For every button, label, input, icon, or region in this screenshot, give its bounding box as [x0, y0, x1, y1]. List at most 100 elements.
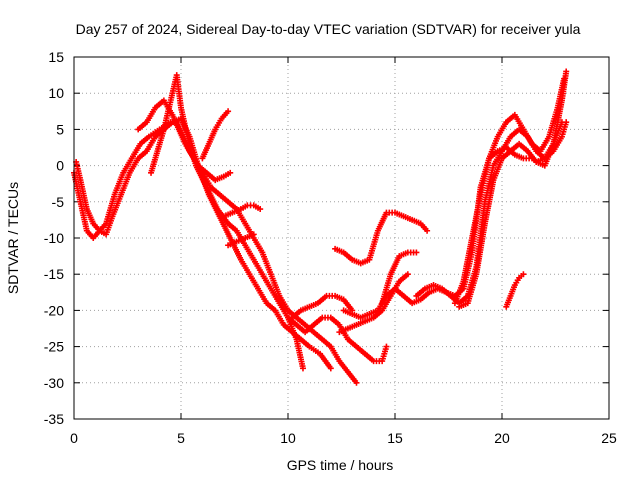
point-marker	[98, 228, 107, 237]
point-marker	[252, 203, 262, 211]
data-point	[563, 68, 570, 75]
point-marker	[386, 209, 396, 216]
series-track-6	[220, 202, 264, 220]
point-marker	[523, 155, 533, 162]
x-tick-label: 15	[387, 430, 403, 446]
series-track-17	[503, 271, 527, 310]
point-marker	[509, 142, 521, 153]
plot-frame	[73, 56, 610, 420]
point-marker	[148, 127, 161, 139]
point-marker	[312, 316, 324, 327]
point-marker	[491, 157, 505, 181]
point-marker	[256, 287, 269, 305]
point-marker	[347, 322, 358, 331]
point-marker	[286, 316, 298, 327]
point-marker	[77, 179, 90, 210]
point-marker	[334, 246, 345, 255]
y-tick-label: 0	[56, 158, 64, 174]
y-tick-labels: 15 10 5 0 -5 -10 -15 -20 -25 -30 -35	[44, 49, 64, 427]
point-marker	[521, 128, 534, 145]
point-marker	[346, 337, 358, 349]
point-marker	[334, 293, 345, 302]
point-marker	[84, 208, 96, 225]
point-marker	[379, 273, 394, 304]
y-tick-label: 15	[48, 49, 64, 65]
point-marker	[428, 286, 439, 295]
point-marker	[359, 311, 371, 320]
point-marker	[139, 135, 151, 146]
series-track-9	[289, 292, 356, 321]
point-marker	[205, 171, 217, 182]
point-marker	[220, 110, 230, 120]
point-marker	[364, 315, 375, 324]
point-marker	[419, 290, 431, 302]
data-point	[520, 271, 527, 278]
point-marker	[218, 193, 230, 204]
data-point	[257, 206, 264, 213]
point-marker	[491, 150, 504, 167]
point-marker	[398, 250, 409, 259]
point-marker	[178, 106, 190, 138]
point-marker	[316, 294, 328, 305]
data-points	[71, 68, 570, 386]
point-marker	[174, 74, 184, 109]
point-marker	[397, 272, 410, 283]
point-marker	[213, 117, 224, 131]
point-marker	[359, 257, 371, 266]
point-marker	[294, 338, 306, 370]
point-marker	[222, 171, 232, 179]
point-marker	[308, 345, 321, 356]
point-marker	[351, 311, 362, 320]
point-marker	[121, 157, 134, 174]
point-marker	[535, 156, 546, 165]
point-marker	[513, 277, 521, 286]
point-marker	[495, 121, 509, 138]
data-point	[563, 119, 570, 126]
point-marker	[526, 149, 538, 164]
point-marker	[85, 229, 95, 240]
point-marker	[546, 106, 560, 138]
x-tick-label: 20	[494, 430, 510, 446]
point-marker	[144, 106, 158, 124]
x-tick-label: 10	[280, 430, 296, 446]
point-marker	[411, 217, 422, 226]
y-tick-label: 5	[56, 121, 64, 137]
point-marker	[543, 149, 555, 160]
point-marker	[393, 287, 405, 298]
point-marker	[388, 255, 402, 276]
point-marker	[380, 294, 393, 312]
point-marker	[112, 172, 126, 196]
point-marker	[460, 237, 475, 283]
point-marker	[346, 370, 359, 384]
x-tick-label: 25	[601, 430, 617, 446]
point-marker	[329, 316, 341, 327]
data-point	[424, 227, 431, 234]
point-marker	[222, 210, 234, 219]
series-track-16	[456, 68, 570, 310]
point-marker	[355, 319, 366, 327]
series-track-12	[332, 209, 431, 267]
point-marker	[508, 284, 517, 297]
point-marker	[432, 282, 443, 291]
point-marker	[452, 280, 466, 304]
point-marker	[424, 282, 435, 291]
point-marker	[265, 301, 277, 312]
series-track-18	[533, 119, 570, 165]
x-tick-label: 5	[177, 430, 185, 446]
y-tick-label: -15	[44, 266, 64, 282]
point-marker	[322, 314, 331, 321]
point-marker	[103, 215, 115, 236]
point-marker	[513, 113, 526, 131]
point-marker	[500, 149, 512, 160]
point-marker	[251, 237, 265, 254]
point-marker	[385, 287, 397, 298]
y-tick-label: -5	[52, 194, 65, 210]
data-point	[413, 249, 420, 256]
point-marker	[482, 164, 496, 203]
point-marker	[136, 120, 149, 131]
point-marker	[373, 358, 383, 365]
data-point	[353, 379, 360, 386]
point-marker	[517, 142, 529, 153]
point-marker	[206, 128, 218, 145]
x-tick-labels: 0 5 10 15 20 25	[70, 430, 617, 446]
